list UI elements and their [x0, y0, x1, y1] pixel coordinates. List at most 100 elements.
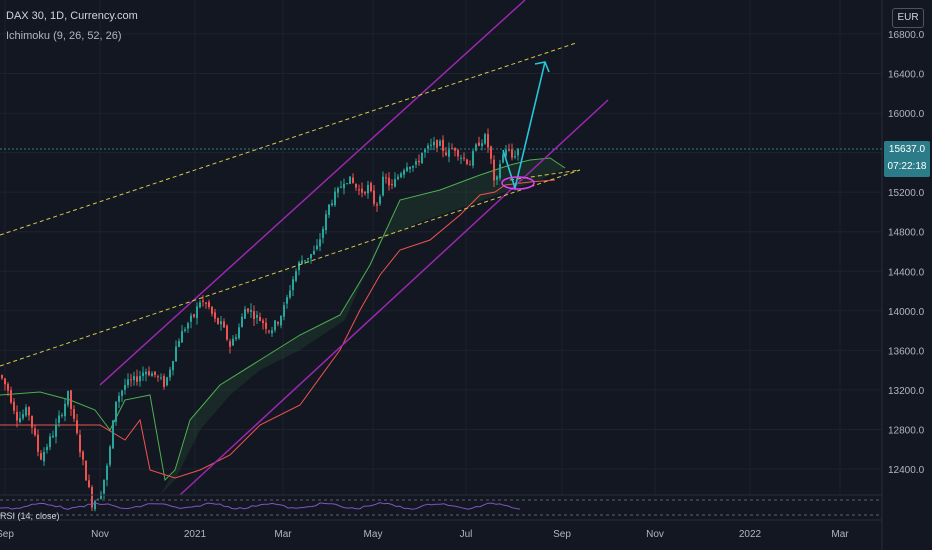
candle-body — [262, 320, 264, 324]
candle-body — [163, 376, 165, 387]
candle-body — [475, 144, 477, 151]
candle-body — [274, 320, 276, 331]
candle-body — [91, 487, 93, 508]
x-tick-label: Nov — [91, 529, 109, 540]
candle-body — [325, 214, 327, 231]
candle-body — [517, 148, 519, 156]
candle-body — [499, 163, 501, 179]
candle-body — [379, 196, 381, 204]
candle-body — [298, 262, 300, 271]
candle-body — [151, 373, 153, 377]
candle-body — [415, 161, 417, 165]
candle-body — [268, 330, 270, 332]
candle-body — [202, 300, 204, 302]
candle-body — [85, 460, 87, 481]
dashed-upper-line — [0, 42, 577, 236]
candle-body — [502, 154, 504, 163]
candle-body — [172, 361, 174, 371]
x-tick-label: 2022 — [739, 529, 762, 540]
candle-body — [205, 302, 207, 304]
candle-body — [169, 369, 171, 378]
dashed-mid-line — [0, 169, 581, 367]
candle-body — [16, 412, 18, 421]
candle-body — [373, 190, 375, 204]
kijun-line — [0, 179, 556, 479]
candle-body — [481, 143, 483, 147]
candle-body — [445, 152, 447, 156]
candle-body — [400, 173, 402, 178]
candle-body — [505, 149, 507, 156]
candle-body — [166, 377, 168, 386]
candle-body — [337, 188, 339, 193]
x-tick-label: Sep — [0, 529, 14, 540]
candle-body — [229, 341, 231, 347]
candle-body — [301, 260, 303, 264]
candle-body — [439, 140, 441, 146]
last-price-tag: 15637.0 07:22:18 — [884, 141, 930, 177]
candle-body — [484, 134, 486, 144]
candle-body — [307, 258, 309, 260]
indicator-label[interactable]: Ichimoku (9, 26, 52, 26) — [6, 30, 122, 42]
channel-lower-line — [179, 99, 609, 496]
dashed-short-line — [509, 169, 581, 181]
candle-body — [190, 315, 192, 322]
candle-body — [433, 141, 435, 146]
candle-body — [208, 302, 210, 308]
candle-body — [49, 436, 51, 448]
x-tick-label: Nov — [646, 529, 664, 540]
candle-body — [52, 435, 54, 438]
y-tick-label: 14800.0 — [888, 228, 925, 239]
candle-body — [106, 465, 108, 480]
candle-body — [241, 316, 243, 327]
candle-body — [37, 434, 39, 452]
candle-body — [304, 260, 306, 262]
candle-body — [244, 309, 246, 319]
y-tick-label: 16800.0 — [888, 30, 925, 41]
candle-body — [112, 420, 114, 449]
x-tick-label: Mar — [274, 529, 292, 540]
y-tick-label: 14400.0 — [888, 267, 925, 278]
candle-body — [178, 341, 180, 347]
candle-body — [232, 338, 234, 346]
candle-body — [295, 271, 297, 281]
candle-body — [397, 176, 399, 180]
candle-body — [346, 183, 348, 185]
candle-body — [382, 176, 384, 196]
bar-countdown: 07:22:18 — [887, 161, 927, 172]
candle-body — [457, 150, 459, 157]
candle-body — [313, 250, 315, 255]
candle-body — [469, 164, 471, 166]
y-tick-label: 12400.0 — [888, 465, 925, 476]
candle-body — [418, 160, 420, 163]
channel-upper-line — [99, 0, 526, 386]
rsi-label[interactable]: RSI (14, close) — [0, 511, 60, 521]
candle-body — [271, 330, 273, 334]
x-tick-label: Mar — [831, 529, 849, 540]
candle-body — [64, 403, 66, 417]
candle-body — [214, 312, 216, 319]
candle-body — [283, 305, 285, 317]
y-tick-label: 16400.0 — [888, 70, 925, 81]
price-axis-bg — [882, 0, 932, 550]
candle-body — [358, 189, 360, 191]
candle-body — [409, 166, 411, 169]
currency-label[interactable]: EUR — [892, 8, 924, 28]
candle-body — [235, 337, 237, 339]
candle-body — [427, 145, 429, 149]
candle-body — [487, 134, 489, 148]
y-tick-label: 13200.0 — [888, 386, 925, 397]
candle-body — [424, 149, 426, 153]
arrow-head — [534, 61, 550, 73]
candle-body — [94, 501, 96, 510]
candle-body — [148, 371, 150, 376]
candle-body — [145, 371, 147, 375]
candle-body — [316, 245, 318, 250]
candle-body — [490, 146, 492, 159]
candle-body — [472, 151, 474, 166]
candle-body — [67, 390, 69, 405]
candle-body — [22, 414, 24, 419]
candle-body — [370, 183, 372, 192]
candle-body — [79, 434, 81, 453]
candle-body — [391, 184, 393, 186]
